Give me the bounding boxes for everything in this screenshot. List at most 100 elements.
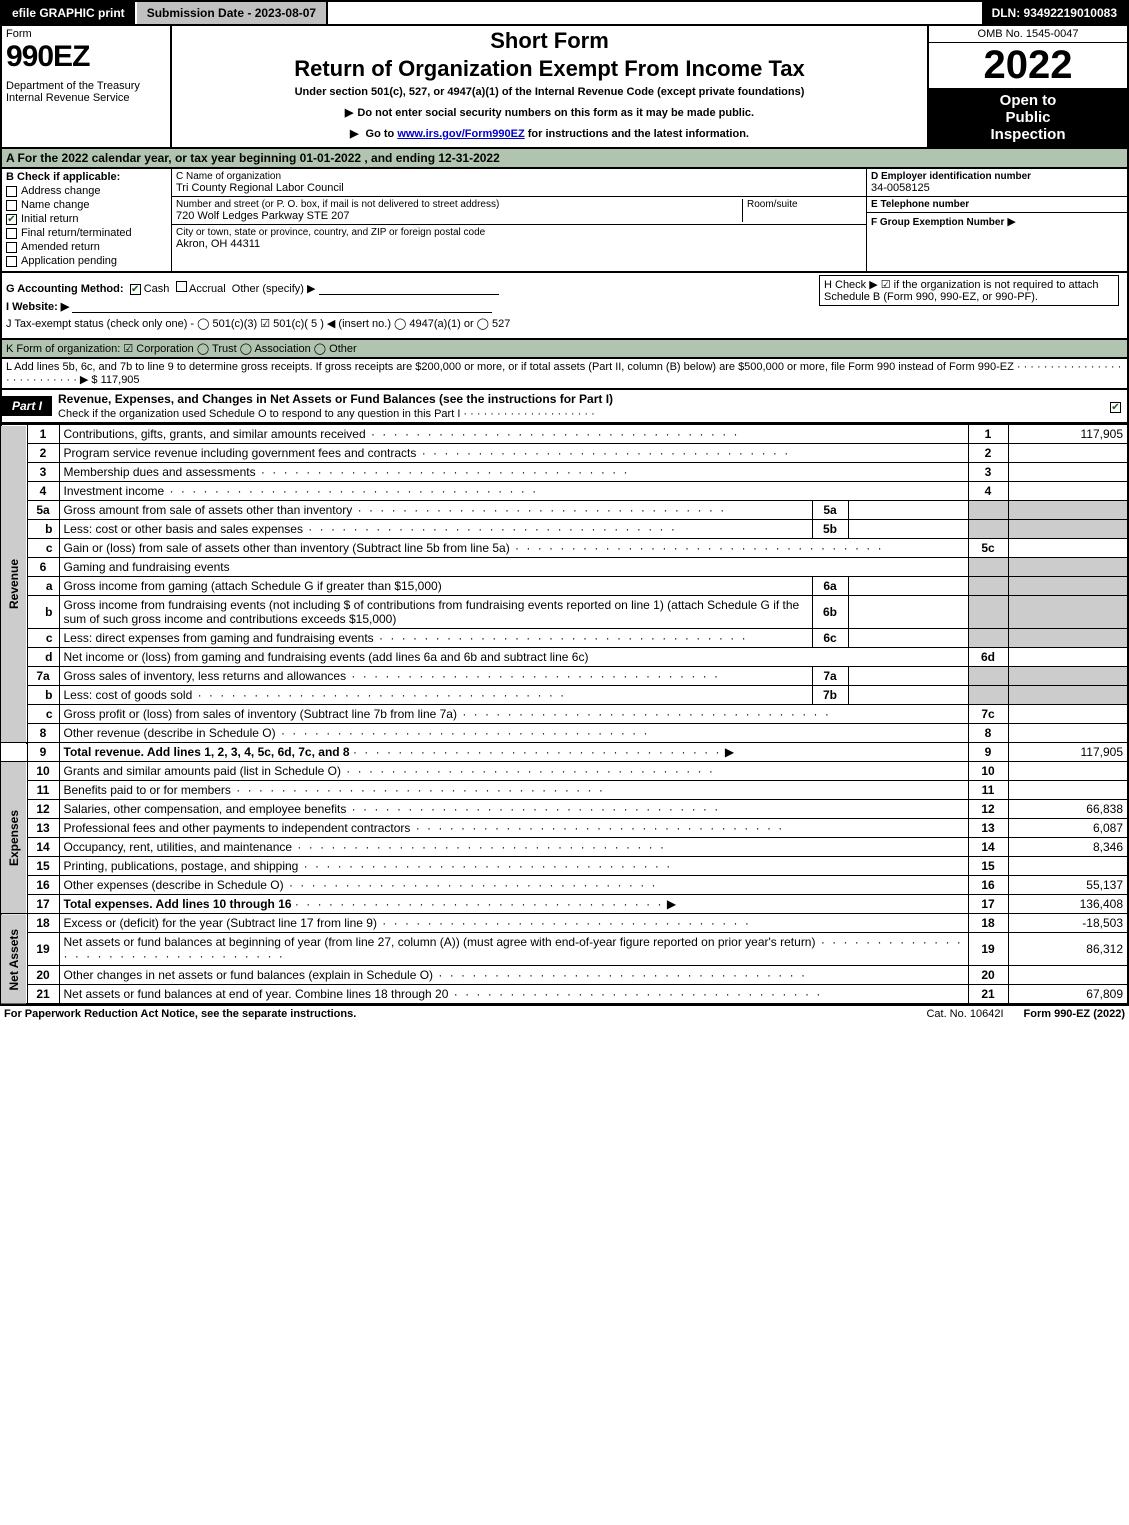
line18-excess: -18,503 [1008,914,1128,933]
org-name-label: C Name of organization [176,171,862,182]
line13-prof-fees: 6,087 [1008,819,1128,838]
arrow-icon: ▶ [1007,216,1015,228]
part1-table: Revenue 1 Contributions, gifts, grants, … [0,424,1129,1005]
section-bcdef: B Check if applicable: Address change Na… [0,169,1129,273]
table-row: 12 Salaries, other compensation, and emp… [1,800,1128,819]
paperwork-notice: For Paperwork Reduction Act Notice, see … [4,1008,906,1020]
street-label: Number and street (or P. O. box, if mail… [176,199,742,210]
col-b-checkboxes: B Check if applicable: Address change Na… [2,169,172,271]
goto-instruction: Go to www.irs.gov/Form990EZ for instruct… [178,127,921,140]
arrow-icon: ▶ [725,745,734,759]
line17-total-expenses: 136,408 [1008,895,1128,914]
chk-cash[interactable] [130,284,141,295]
form-id-block: Form 990EZ Department of the Treasury In… [2,26,172,147]
section-ghij: H Check ▶ ☑ if the organization is not r… [0,273,1129,340]
table-row: 5a Gross amount from sale of assets othe… [1,501,1128,520]
checkbox-checked-icon [6,214,17,225]
col-def: D Employer identification number 34-0058… [867,169,1127,271]
submission-date: Submission Date - 2023-08-07 [137,2,328,24]
chk-initial-return[interactable]: Initial return [6,213,167,225]
checkbox-icon [6,256,17,267]
street-value: 720 Wolf Ledges Parkway STE 207 [176,210,742,222]
table-row: b Gross income from fundraising events (… [1,596,1128,629]
org-name-row: C Name of organization Tri County Region… [172,169,866,197]
row-a-tax-year: A For the 2022 calendar year, or tax yea… [0,149,1129,169]
ein-label: D Employer identification number [871,171,1123,182]
table-row: 19 Net assets or fund balances at beginn… [1,933,1128,966]
table-row: c Less: direct expenses from gaming and … [1,629,1128,648]
table-row: d Net income or (loss) from gaming and f… [1,648,1128,667]
checkbox-icon [6,200,17,211]
part1-schedule-o-check[interactable] [1110,399,1127,413]
table-row: 16 Other expenses (describe in Schedule … [1,876,1128,895]
topbar-spacer [328,2,981,24]
checkbox-icon [6,186,17,197]
table-row: c Gain or (loss) from sale of assets oth… [1,539,1128,558]
room-cell: Room/suite [742,199,862,222]
ein-value: 34-0058125 [871,182,1123,194]
tax-year: 2022 [929,43,1127,88]
table-row: 17 Total expenses. Add lines 10 through … [1,895,1128,914]
chk-accrual[interactable] [176,281,187,292]
line19-beginning: 86,312 [1008,933,1128,966]
street-cell: Number and street (or P. O. box, if mail… [176,199,742,222]
cat-no: Cat. No. 10642I [906,1008,1023,1020]
chk-address-change[interactable]: Address change [6,185,167,197]
table-row: 8 Other revenue (describe in Schedule O)… [1,724,1128,743]
table-row: b Less: cost of goods sold 7b [1,686,1128,705]
irs-link[interactable]: www.irs.gov/Form990EZ [397,128,524,140]
under-section-text: Under section 501(c), 527, or 4947(a)(1)… [178,86,921,98]
checkbox-checked-icon [1110,402,1121,413]
part1-label: Part I [2,396,52,416]
table-row: Net Assets 18 Excess or (deficit) for th… [1,914,1128,933]
telephone-row: E Telephone number [867,197,1127,213]
city-label: City or town, state or province, country… [176,227,862,238]
group-exemption-row: F Group Exemption Number ▶ [867,213,1127,271]
header-right: OMB No. 1545-0047 2022 Open to Public In… [927,26,1127,147]
schedule-b-note: H Check ▶ ☑ if the organization is not r… [819,275,1119,306]
chk-final-return[interactable]: Final return/terminated [6,227,167,239]
form-number: 990EZ [6,40,166,74]
room-label: Room/suite [747,199,862,210]
vtab-revenue: Revenue [1,425,27,743]
top-bar: efile GRAPHIC print Submission Date - 20… [0,0,1129,26]
no-ssn-instruction: Do not enter social security numbers on … [178,106,921,119]
col-c-org-info: C Name of organization Tri County Region… [172,169,867,271]
line21-ending: 67,809 [1008,985,1128,1005]
table-row: 14 Occupancy, rent, utilities, and maint… [1,838,1128,857]
form-label: Form [6,28,166,40]
org-name: Tri County Regional Labor Council [176,182,862,194]
dept-line2: Internal Revenue Service [6,92,130,104]
line14-occupancy: 8,346 [1008,838,1128,857]
table-row: Revenue 1 Contributions, gifts, grants, … [1,425,1128,444]
table-row: 7a Gross sales of inventory, less return… [1,667,1128,686]
main-title: Return of Organization Exempt From Incom… [178,56,921,82]
efile-print-button[interactable]: efile GRAPHIC print [2,2,137,24]
table-row: 13 Professional fees and other payments … [1,819,1128,838]
short-form-title: Short Form [178,28,921,54]
table-row: b Less: cost or other basis and sales ex… [1,520,1128,539]
website-field[interactable] [72,299,492,313]
part1-title: Revenue, Expenses, and Changes in Net As… [52,390,1110,422]
goto-prefix: Go to [366,128,398,140]
line12-salaries: 66,838 [1008,800,1128,819]
vtab-net-assets: Net Assets [1,914,27,1005]
table-row: 6 Gaming and fundraising events [1,558,1128,577]
table-row: a Gross income from gaming (attach Sched… [1,577,1128,596]
arrow-icon: ▶ [667,897,676,911]
line16-other-exp: 55,137 [1008,876,1128,895]
table-row: c Gross profit or (loss) from sales of i… [1,705,1128,724]
other-method-field[interactable] [319,281,499,295]
vtab-expenses: Expenses [1,762,27,914]
form-header: Form 990EZ Department of the Treasury In… [0,26,1129,149]
section-l-gross-receipts: L Add lines 5b, 6c, and 7b to line 9 to … [0,359,1129,390]
chk-amended-return[interactable]: Amended return [6,241,167,253]
line1-value: 117,905 [1008,425,1128,444]
section-k-form-of-org: K Form of organization: ☑ Corporation ◯ … [0,340,1129,359]
dln-label: DLN: 93492219010083 [982,2,1127,24]
table-row: 3 Membership dues and assessments 3 [1,463,1128,482]
checkbox-icon [6,242,17,253]
chk-application-pending[interactable]: Application pending [6,255,167,267]
open-to-public: Open to Public Inspection [929,88,1127,147]
chk-name-change[interactable]: Name change [6,199,167,211]
